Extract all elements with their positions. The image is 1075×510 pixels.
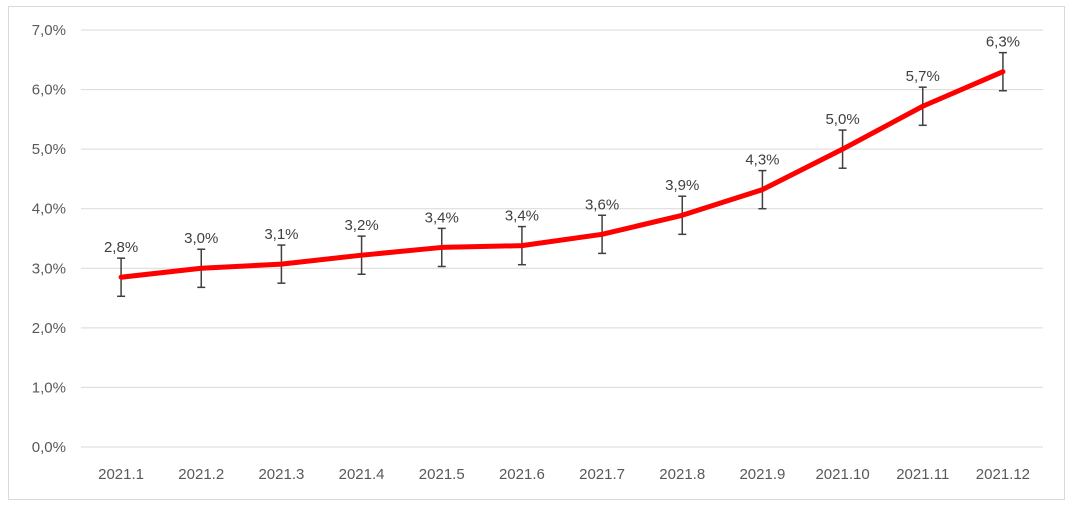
data-label: 3,2% bbox=[344, 217, 378, 234]
y-tick-label: 3,0% bbox=[32, 260, 66, 277]
y-tick-label: 6,0% bbox=[32, 82, 66, 99]
y-tick-label: 4,0% bbox=[32, 201, 66, 218]
x-axis-tick-labels: 2021.1 2021.2 2021.3 2021.4 2021.5 2021.6 2021… bbox=[98, 466, 1030, 483]
x-tick-label: 2021.4 bbox=[339, 466, 385, 483]
y-axis-tick-labels: 0,0% 1,0% 2,0% 3,0% 4,0% 5,0% 6,0% 7,0% bbox=[32, 22, 66, 456]
y-tick-label: 0,0% bbox=[32, 439, 66, 456]
x-tick-label: 2021.2 bbox=[178, 466, 224, 483]
data-label: 3,6% bbox=[585, 196, 619, 213]
data-label: 3,4% bbox=[505, 208, 539, 225]
data-label: 5,0% bbox=[825, 111, 859, 128]
y-tick-label: 1,0% bbox=[32, 379, 66, 396]
x-tick-label: 2021.12 bbox=[976, 466, 1030, 483]
x-tick-label: 2021.3 bbox=[258, 466, 304, 483]
data-label: 3,0% bbox=[184, 230, 218, 247]
x-tick-label: 2021.7 bbox=[579, 466, 625, 483]
series-line bbox=[118, 69, 1006, 280]
gridlines bbox=[81, 29, 1043, 448]
data-label: 4,3% bbox=[745, 152, 779, 169]
series-line-layer bbox=[118, 69, 1006, 280]
data-label: 6,3% bbox=[986, 34, 1020, 51]
data-label: 3,1% bbox=[264, 226, 298, 243]
x-tick-label: 2021.5 bbox=[419, 466, 465, 483]
y-tick-label: 7,0% bbox=[32, 22, 66, 39]
data-label: 2,8% bbox=[104, 239, 138, 256]
x-tick-label: 2021.10 bbox=[815, 466, 869, 483]
y-tick-label: 5,0% bbox=[32, 141, 66, 158]
data-label: 3,9% bbox=[665, 177, 699, 194]
x-tick-label: 2021.6 bbox=[499, 466, 545, 483]
x-tick-label: 2021.11 bbox=[896, 466, 949, 483]
x-tick-label: 2021.9 bbox=[739, 466, 785, 483]
x-tick-label: 2021.1 bbox=[98, 466, 144, 483]
data-labels: 2,8% 3,0% 3,1% 3,2% 3,4% 3,4% 3,6% 3,9% 4,3% 5,0%… bbox=[104, 34, 1020, 257]
data-label: 5,7% bbox=[906, 68, 940, 85]
x-tick-label: 2021.8 bbox=[659, 466, 705, 483]
data-label: 3,4% bbox=[425, 209, 459, 226]
y-tick-label: 2,0% bbox=[32, 320, 66, 337]
chart-frame bbox=[8, 6, 1065, 500]
